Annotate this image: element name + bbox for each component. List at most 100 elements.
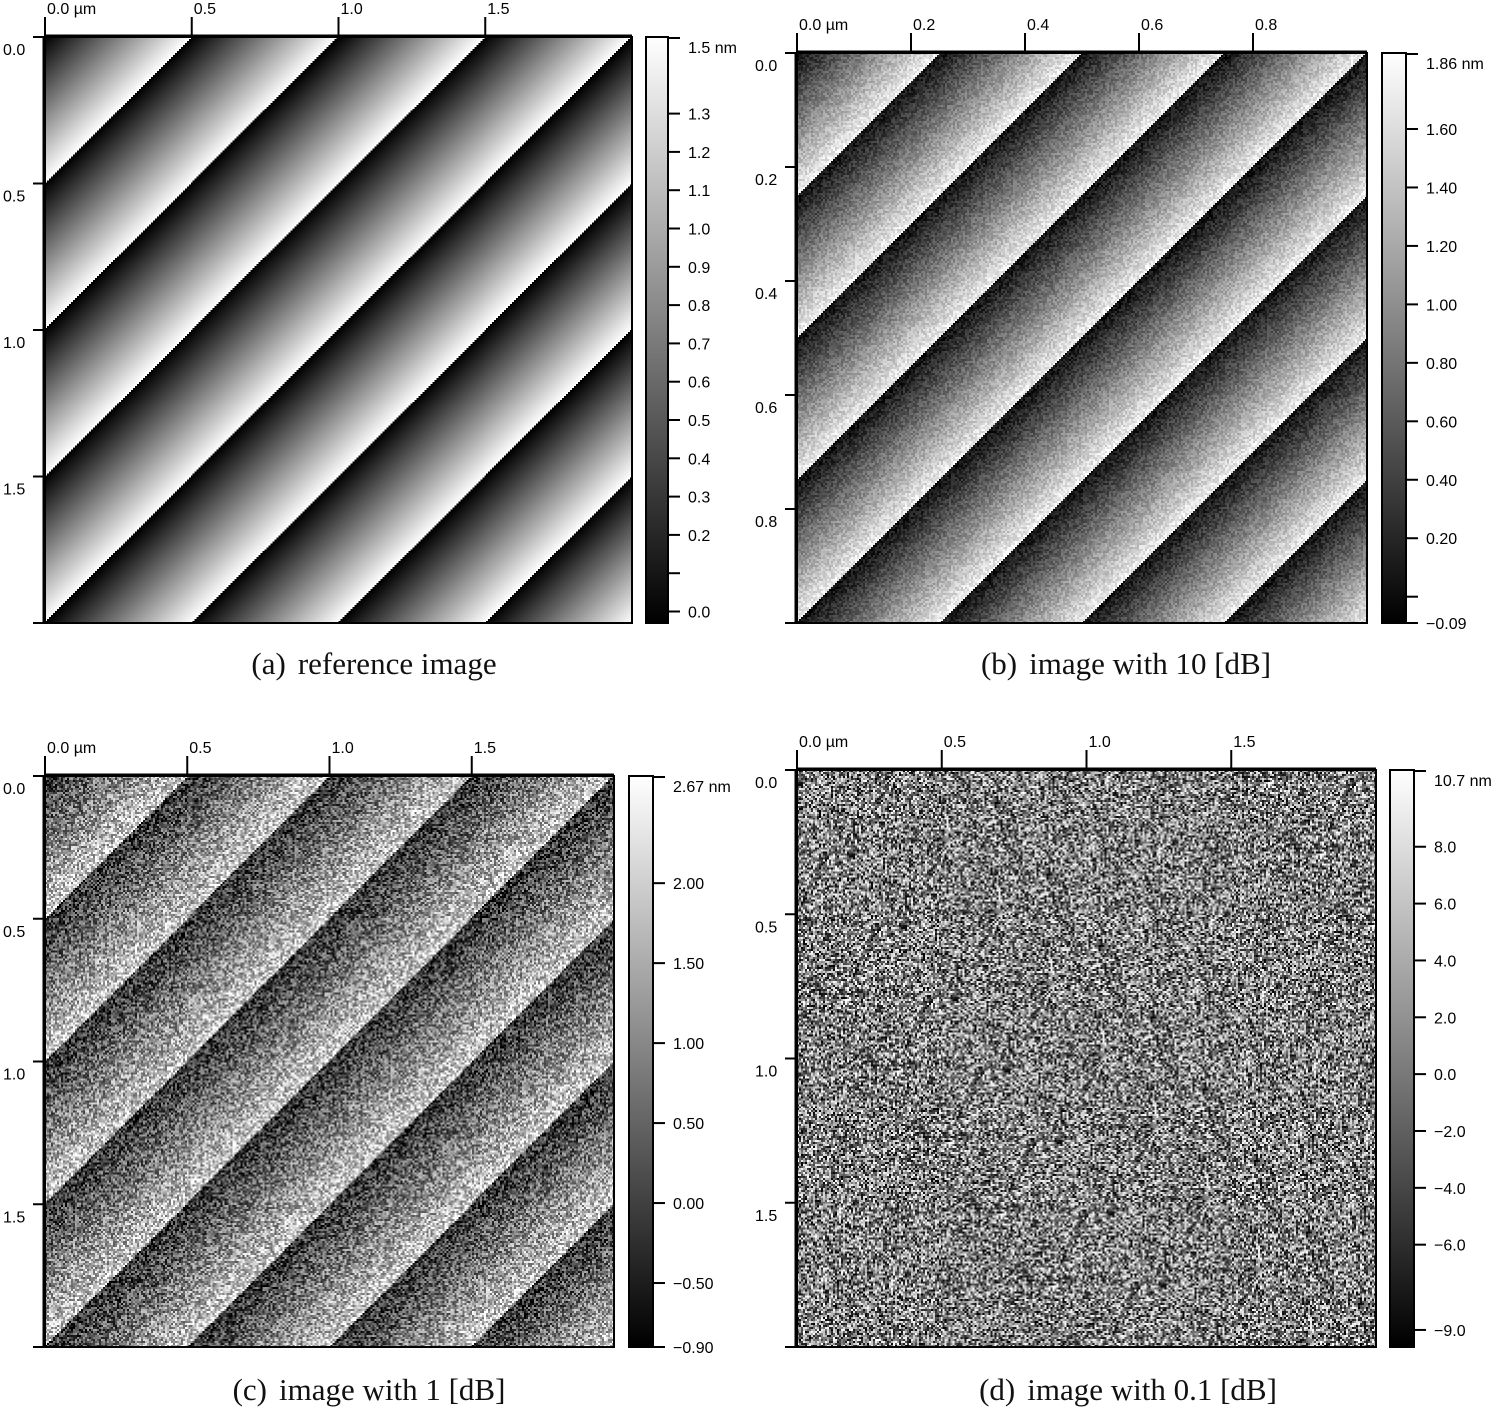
panel-a-colorbar-tick-label-1: 1.2 [688,145,710,162]
panel-a-colorbar [645,36,669,624]
panel-c-y-tick-label-2: 1.0 [3,1067,25,1084]
panel-a-colorbar-tick-label-10: 0.3 [688,490,710,507]
panel-a-colorbar-tick-label-8: 0.5 [688,413,710,430]
panel-b-colorbar-tick-label-0: 1.60 [1426,122,1457,139]
panel-d-colorbar-tick-label-4: 0.0 [1434,1067,1456,1084]
caption-c-text: image with 1 [dB] [278,1372,506,1407]
panel-b-y-tick-label-3: 0.6 [755,400,777,417]
panel-a-colorbar-tick-label-11: 0.2 [688,528,710,545]
panel-d-colorbar-tick-label-1: 6.0 [1434,897,1456,914]
panel-a-colorbar-max-label: 1.5 nm [688,40,737,57]
panel-d-x-tick-label-2: 1.0 [1089,734,1111,751]
panel-a-colorbar-tick-label-4: 0.9 [688,260,710,277]
panel-c-colorbar-tick-label-5: −0.50 [673,1276,714,1293]
panel-a-group: 0.0 µm 0.5 1.0 1.5 0.0 0.5 1.0 1.5 1.5 nm 1.3 1.2 1… [3,1,737,624]
panel-d-colorbar-tick-label-6: −4.0 [1434,1181,1466,1198]
panel-c-y-tick-label-3: 1.5 [3,1209,25,1226]
panel-b-x-tick-label-0: 0.0 µm [799,17,848,34]
panel-b-colorbar-tick-label-2: 1.20 [1426,239,1457,256]
panel-a-y-tick-label-3: 1.5 [3,482,25,499]
caption-a-text: reference image [297,646,497,681]
panel-a-colorbar-tick-label-3: 1.0 [688,222,710,239]
panel-d-colorbar-tick-label-0: 8.0 [1434,840,1456,857]
panel-b-heatmap [797,53,1367,623]
panel-a-y-tick-label-2: 1.0 [3,335,25,352]
panel-a-colorbar-tick-label-5: 0.8 [688,298,710,315]
panel-d-x-tick-label-1: 0.5 [944,734,966,751]
panel-b-y-tick-label-4: 0.8 [755,514,777,531]
panel-b-group: 0.0 µm 0.2 0.4 0.6 0.8 0.0 0.2 0.4 0.6 0.8 1.86 nm… [755,17,1484,633]
panel-d-colorbar-tick-label-3: 2.0 [1434,1010,1456,1027]
panel-c-heatmap [45,776,614,1347]
panel-d-x-tick-label-3: 1.5 [1233,734,1255,751]
panel-d-colorbar-tick-label-2: 4.0 [1434,953,1456,970]
caption-a-letter: (a) [251,646,286,681]
panel-b-colorbar-tick-label-9: −0.09 [1426,616,1467,633]
panel-a-colorbar-tick-label-2: 1.1 [688,183,710,200]
panel-c-colorbar-tick-label-2: 1.00 [673,1036,704,1053]
panel-d-colorbar [1389,769,1415,1348]
panel-d-colorbar-tick-label-7: −6.0 [1434,1238,1466,1255]
panel-a-x-tick-label-2: 1.0 [341,1,363,18]
caption-d-text: image with 0.1 [dB] [1027,1372,1277,1407]
panel-d-group: 0.0 µm 0.5 1.0 1.5 0.0 0.5 1.0 1.5 10.7 nm 8.0 6.0… [755,734,1492,1348]
panel-c-x-tick-label-3: 1.5 [474,740,496,757]
panel-a-colorbar-tick-label-6: 0.7 [688,336,710,353]
panel-a-colorbar-tick-label-0: 1.3 [688,107,710,124]
panel-b-y-tick-label-0: 0.0 [755,58,777,75]
panel-a-y-tick-label-0: 0.0 [3,42,25,59]
panel-b-y-tick-label-2: 0.4 [755,286,777,303]
panel-a-colorbar-tick-label-9: 0.4 [688,451,710,468]
panel-d-heatmap [797,770,1376,1347]
panel-d-y-tick-label-0: 0.0 [755,775,777,792]
panel-b-x-tick-label-3: 0.6 [1141,17,1163,34]
caption-b-letter: (b) [980,646,1018,681]
panel-b-x-tick-label-2: 0.4 [1027,17,1049,34]
panel-b-colorbar-tick-label-7: 0.20 [1426,531,1457,548]
panel-a-colorbar-tick-label-7: 0.6 [688,375,710,392]
panel-b-colorbar-tick-label-1: 1.40 [1426,180,1457,197]
panel-a-y-tick-label-1: 0.5 [3,189,25,206]
panel-b-y-tick-label-1: 0.2 [755,172,777,189]
panel-d-y-tick-label-1: 0.5 [755,919,777,936]
panel-a-colorbar-tick-label-13: 0.0 [688,605,710,622]
panel-d-y-tick-label-2: 1.0 [755,1064,777,1081]
panel-d-colorbar-max-label: 10.7 nm [1434,773,1492,790]
panel-b-colorbar-tick-label-4: 0.80 [1426,356,1457,373]
panel-b-colorbar-tick-label-3: 1.00 [1426,297,1457,314]
panel-c-colorbar-tick-label-6: −0.90 [673,1340,714,1357]
panel-c-x-tick-label-2: 1.0 [332,740,354,757]
panel-c-group: 0.0 µm 0.5 1.0 1.5 0.0 0.5 1.0 1.5 2.67 nm 2.00 1.… [3,740,731,1357]
panel-c-colorbar-max-label: 2.67 nm [673,779,731,796]
panel-c-y-tick-label-1: 0.5 [3,924,25,941]
caption-c: (c) image with 1 [dB] [233,1372,506,1408]
panel-a-x-tick-label-3: 1.5 [487,1,509,18]
panel-a-x-tick-label-1: 0.5 [194,1,216,18]
panel-c-x-tick-label-0: 0.0 µm [47,740,96,757]
panel-c-colorbar-tick-label-1: 1.50 [673,956,704,973]
panel-b-colorbar [1381,52,1407,624]
panel-b-x-tick-label-4: 0.8 [1255,17,1277,34]
panel-c-colorbar-tick-label-4: 0.00 [673,1196,704,1213]
caption-b-text: image with 10 [dB] [1029,646,1272,681]
caption-b: (b) image with 10 [dB] [981,646,1271,682]
panel-d-x-tick-label-0: 0.0 µm [799,734,848,751]
panel-b-colorbar-max-label: 1.86 nm [1426,56,1484,73]
caption-a: (a) reference image [251,646,496,682]
panel-d-colorbar-tick-label-5: −2.0 [1434,1124,1466,1141]
caption-d: (d) image with 0.1 [dB] [979,1372,1277,1408]
panel-d-colorbar-tick-label-8: −9.0 [1434,1323,1466,1340]
caption-c-letter: (c) [232,1372,267,1407]
panel-a-x-tick-label-0: 0.0 µm [47,1,96,18]
panel-d-y-tick-label-3: 1.5 [755,1208,777,1225]
panel-c-x-tick-label-1: 0.5 [189,740,211,757]
panel-c-colorbar [628,775,654,1348]
panel-a-heatmap [45,37,632,623]
panel-b-colorbar-tick-label-5: 0.60 [1426,414,1457,431]
panel-c-colorbar-tick-label-3: 0.50 [673,1116,704,1133]
panel-c-colorbar-tick-label-0: 2.00 [673,876,704,893]
panel-b-colorbar-tick-label-6: 0.40 [1426,473,1457,490]
panel-b-x-tick-label-1: 0.2 [913,17,935,34]
